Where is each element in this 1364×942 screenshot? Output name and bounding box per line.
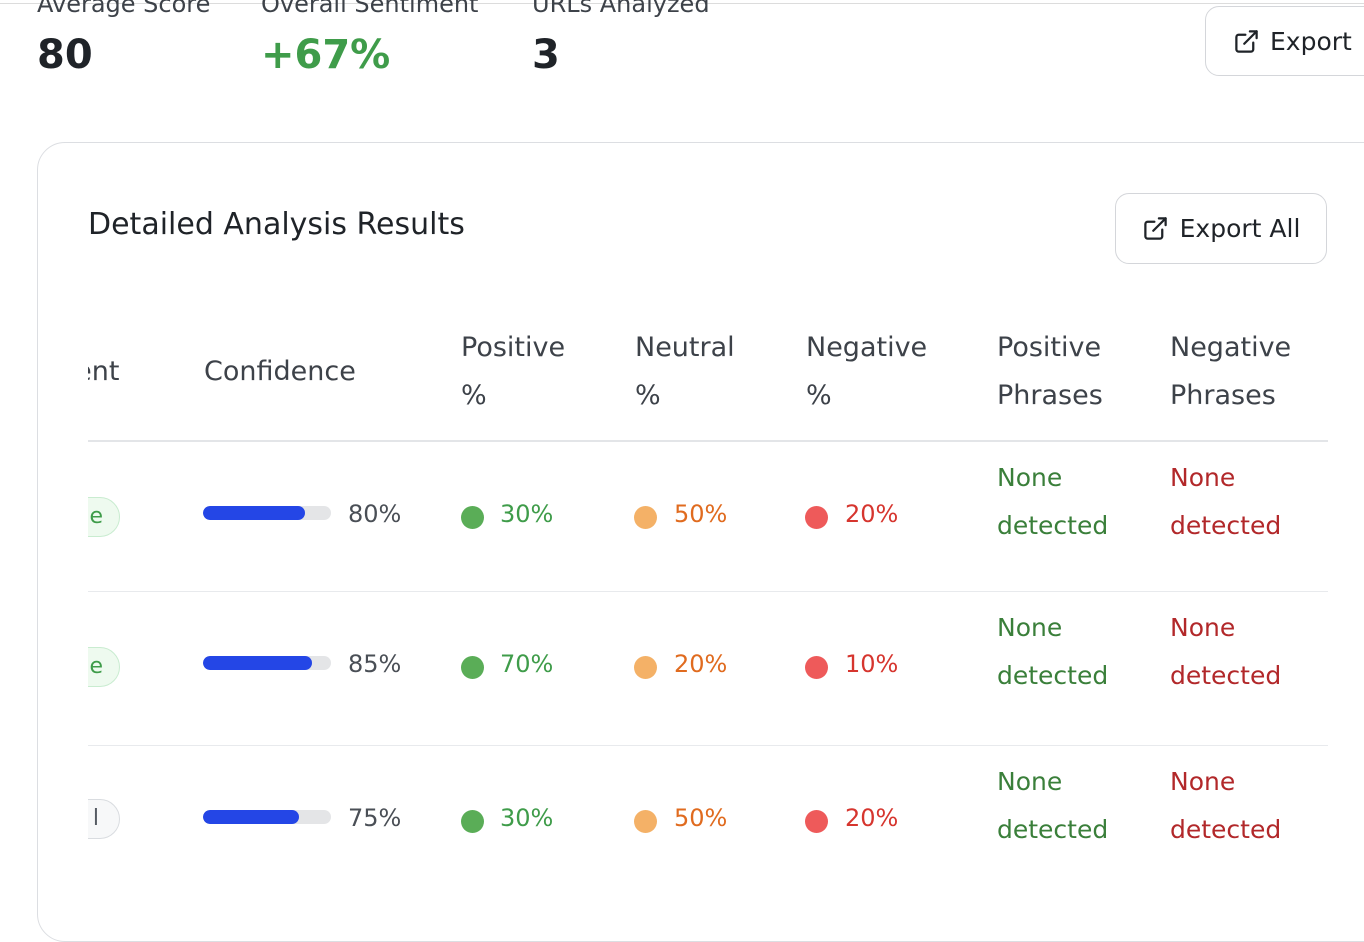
positive-phrases-line2: detected: [997, 511, 1109, 540]
top-divider: [0, 3, 1364, 4]
average-score-value: 80: [37, 32, 93, 78]
negative-phrases-line2: detected: [1170, 815, 1282, 844]
header-positive-pct-line2: %: [461, 380, 487, 411]
positive-phrases: None detected: [997, 604, 1108, 700]
card-title: Detailed Analysis Results: [88, 207, 465, 242]
negative-phrases-line1: None: [1170, 463, 1236, 492]
sentiment-badge: l: [88, 799, 120, 839]
negative-dot-icon: [805, 656, 828, 679]
export-all-button[interactable]: Export All: [1115, 193, 1327, 264]
overall-sentiment-label: Overall Sentiment: [261, 0, 479, 18]
positive-phrases-line1: None: [997, 613, 1063, 642]
negative-phrases-line1: None: [1170, 767, 1236, 796]
overall-sentiment-stat: Overall Sentiment +67%: [261, 0, 478, 75]
detailed-results-card: Detailed Analysis Results Export All nen…: [37, 142, 1364, 942]
negative-phrases-line2: detected: [1170, 661, 1282, 690]
urls-analyzed-value: 3: [532, 32, 560, 78]
confidence-value: 80%: [348, 500, 402, 528]
header-negative-phrases[interactable]: Negative Phrases: [1170, 324, 1291, 420]
export-all-label: Export All: [1179, 214, 1301, 243]
header-neutral-pct-line2: %: [635, 380, 661, 411]
positive-pct-value: 30%: [500, 500, 554, 528]
header-positive-pct[interactable]: Positive %: [461, 324, 565, 420]
header-divider: [88, 440, 1328, 442]
header-positive-pct-line1: Positive: [461, 332, 566, 363]
header-positive-phrases[interactable]: Positive Phrases: [997, 324, 1103, 420]
header-negative-pct-line2: %: [806, 380, 832, 411]
confidence-bar: [203, 656, 331, 670]
negative-phrases-line2: detected: [1170, 511, 1282, 540]
positive-phrases: None detected: [997, 454, 1108, 550]
header-sentiment[interactable]: nent: [88, 356, 120, 387]
header-positive-phrases-line1: Positive: [997, 332, 1102, 363]
table-row[interactable]: l 75% 30% 50% 20% None detected None det…: [88, 746, 1328, 891]
positive-phrases-line2: detected: [997, 661, 1109, 690]
confidence-value: 85%: [348, 650, 402, 678]
header-neutral-pct-line1: Neutral: [635, 332, 735, 363]
average-score-stat: Average Score 80: [37, 0, 210, 75]
negative-dot-icon: [805, 506, 828, 529]
neutral-dot-icon: [634, 656, 657, 679]
confidence-bar-fill: [203, 656, 312, 670]
negative-pct-value: 20%: [845, 500, 899, 528]
neutral-dot-icon: [634, 810, 657, 833]
negative-phrases-line1: None: [1170, 613, 1236, 642]
average-score-label: Average Score: [37, 0, 211, 18]
header-positive-phrases-line2: Phrases: [997, 380, 1103, 411]
negative-phrases: None detected: [1170, 454, 1281, 550]
header-negative-phrases-line2: Phrases: [1170, 380, 1276, 411]
confidence-bar-fill: [203, 810, 299, 824]
negative-pct-value: 20%: [845, 804, 899, 832]
neutral-pct-value: 50%: [674, 500, 728, 528]
urls-analyzed-stat: URLs Analyzed 3: [532, 0, 710, 75]
positive-pct-value: 70%: [500, 650, 554, 678]
negative-pct-value: 10%: [845, 650, 899, 678]
confidence-bar-fill: [203, 506, 306, 520]
header-negative-phrases-line1: Negative: [1170, 332, 1292, 363]
table-row[interactable]: e 80% 30% 50% 20% None detected None det…: [88, 442, 1328, 592]
positive-dot-icon: [461, 506, 484, 529]
negative-phrases: None detected: [1170, 758, 1281, 854]
positive-phrases-line1: None: [997, 767, 1063, 796]
confidence-bar: [203, 810, 331, 824]
sentiment-badge: e: [88, 647, 120, 687]
header-neutral-pct[interactable]: Neutral %: [635, 324, 735, 420]
header-negative-pct[interactable]: Negative %: [806, 324, 927, 420]
negative-dot-icon: [805, 810, 828, 833]
header-confidence[interactable]: Confidence: [204, 356, 356, 387]
table-row[interactable]: e 85% 70% 20% 10% None detected None det…: [88, 592, 1328, 746]
neutral-pct-value: 20%: [674, 650, 728, 678]
neutral-dot-icon: [634, 506, 657, 529]
urls-analyzed-label: URLs Analyzed: [532, 0, 710, 18]
positive-phrases: None detected: [997, 758, 1108, 854]
confidence-bar: [203, 506, 331, 520]
positive-dot-icon: [461, 810, 484, 833]
results-table: nent Confidence Positive % Neutral % Neg…: [88, 311, 1328, 891]
header-negative-pct-line1: Negative: [806, 332, 928, 363]
sentiment-badge: e: [88, 497, 120, 537]
positive-phrases-line2: detected: [997, 815, 1109, 844]
export-button[interactable]: Export: [1205, 6, 1364, 76]
positive-pct-value: 30%: [500, 804, 554, 832]
external-link-icon: [1233, 28, 1260, 55]
confidence-value: 75%: [348, 804, 402, 832]
negative-phrases: None detected: [1170, 604, 1281, 700]
export-button-label: Export: [1270, 26, 1352, 56]
positive-phrases-line1: None: [997, 463, 1063, 492]
external-link-icon: [1142, 215, 1169, 242]
neutral-pct-value: 50%: [674, 804, 728, 832]
overall-sentiment-value: +67%: [261, 32, 391, 78]
positive-dot-icon: [461, 656, 484, 679]
